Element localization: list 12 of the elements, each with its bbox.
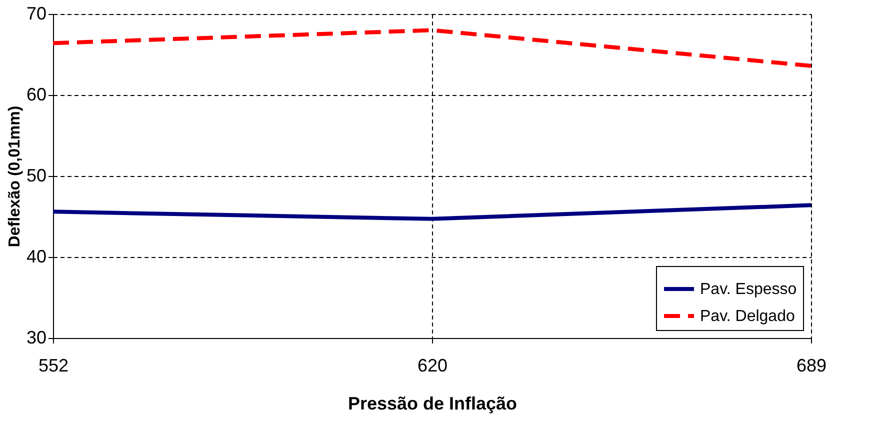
x-axis-title: Pressão de Inflação <box>348 394 518 414</box>
y-tick-label: 50 <box>26 166 46 186</box>
y-tick-label: 30 <box>26 328 46 348</box>
y-tick-label: 40 <box>26 246 46 266</box>
legend-label: Pav. Espesso <box>700 281 797 298</box>
x-tick-label: 620 <box>417 356 448 376</box>
x-tick-label: 689 <box>796 356 827 376</box>
y-axis-title: Deflexão (0,01mm) <box>6 106 24 248</box>
legend-label: Pav. Delgado <box>700 308 795 325</box>
x-tick-label: 552 <box>38 356 69 376</box>
y-tick-label: 70 <box>26 4 46 24</box>
y-tick-label: 60 <box>26 84 46 104</box>
